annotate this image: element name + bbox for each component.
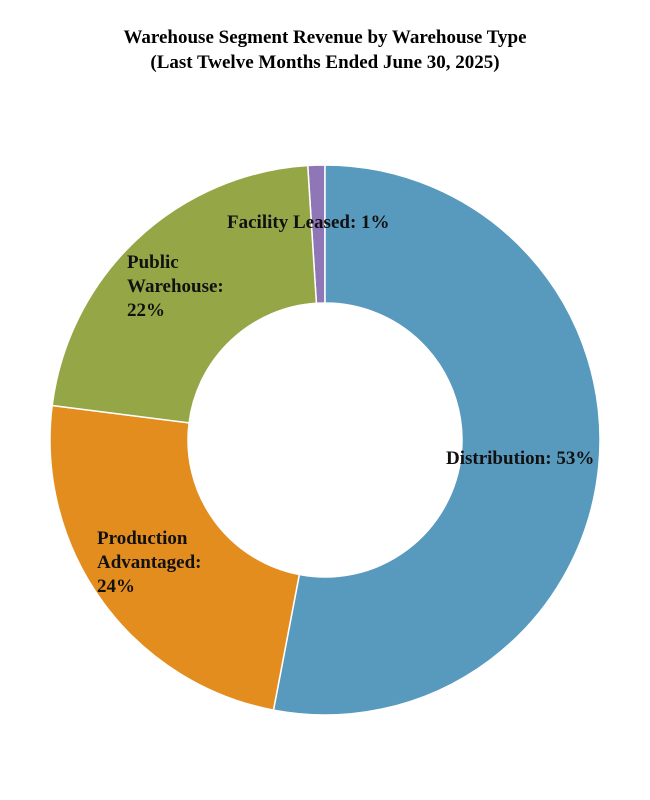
slice-label-production: Production Advantaged: 24% bbox=[97, 527, 202, 599]
slice-label-line: Production bbox=[97, 528, 188, 549]
slice-label-line: Distribution: 53% bbox=[446, 448, 595, 469]
slice-label-line: Warehouse: bbox=[127, 276, 224, 297]
slice-label-public: Public Warehouse: 22% bbox=[127, 251, 224, 323]
slice-label-line: Advantaged: bbox=[97, 552, 202, 573]
slice-label-line: 24% bbox=[97, 576, 135, 597]
slice-label-leased: Facility Leased: 1% bbox=[227, 211, 390, 235]
chart-subtitle: (Last Twelve Months Ended June 30, 2025) bbox=[150, 52, 500, 73]
slice-label-distribution: Distribution: 53% bbox=[446, 447, 594, 471]
donut-slice-production bbox=[49, 404, 301, 712]
slice-label-line: 22% bbox=[127, 300, 165, 321]
chart-title-block: Warehouse Segment Revenue by Warehouse T… bbox=[0, 25, 650, 75]
slice-label-line: Public bbox=[127, 252, 179, 273]
donut-slice-public bbox=[51, 164, 318, 424]
donut-slice-distribution bbox=[272, 164, 601, 716]
slice-label-line: Facility Leased: 1% bbox=[227, 212, 390, 233]
chart-title: Warehouse Segment Revenue by Warehouse T… bbox=[123, 27, 527, 48]
